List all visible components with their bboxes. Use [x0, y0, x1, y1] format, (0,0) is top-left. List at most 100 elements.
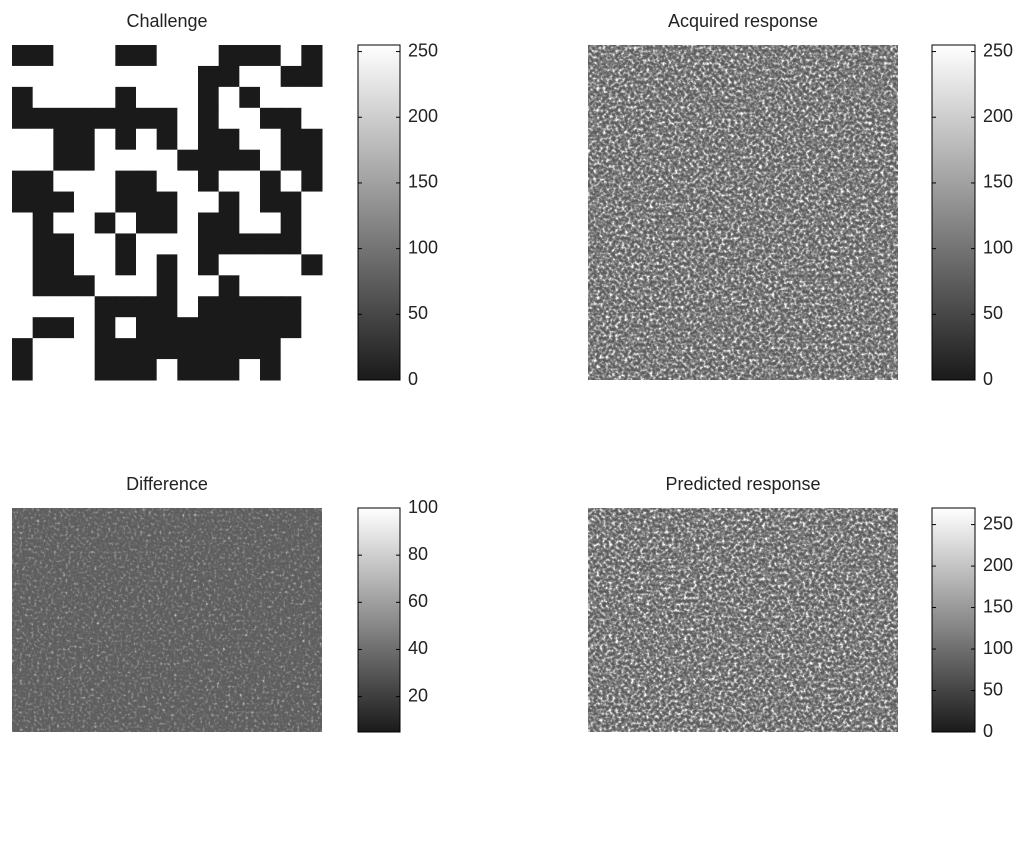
- pixel: [95, 213, 116, 234]
- pixel: [136, 150, 157, 171]
- colorbar-tick-label: 250: [983, 40, 1013, 60]
- pixel: [219, 275, 240, 296]
- pixel: [157, 171, 178, 192]
- pixel: [33, 296, 54, 317]
- pixel: [198, 254, 219, 275]
- pixel: [260, 338, 281, 359]
- pixel: [177, 296, 198, 317]
- pixel: [260, 150, 281, 171]
- colorbar-tick-label: 250: [983, 513, 1013, 533]
- pixel: [33, 192, 54, 213]
- pixel: [74, 338, 95, 359]
- pixel: [157, 254, 178, 275]
- pixel: [136, 338, 157, 359]
- colorbar-tick-label: 50: [983, 303, 1003, 323]
- pixel: [136, 45, 157, 66]
- pixel: [53, 66, 74, 87]
- pixel: [239, 66, 260, 87]
- image: [12, 508, 322, 732]
- pixel: [157, 359, 178, 380]
- pixel: [281, 233, 302, 254]
- pixel: [281, 87, 302, 108]
- pixel: [198, 275, 219, 296]
- pixel: [281, 213, 302, 234]
- pixel: [136, 87, 157, 108]
- pixel: [12, 213, 33, 234]
- pixel: [301, 129, 322, 150]
- pixel: [239, 213, 260, 234]
- pixel: [301, 171, 322, 192]
- pixel: [74, 66, 95, 87]
- pixel: [301, 359, 322, 380]
- pixel: [281, 296, 302, 317]
- pixel: [219, 150, 240, 171]
- pixel: [136, 108, 157, 129]
- pixel: [33, 171, 54, 192]
- pixel: [115, 359, 136, 380]
- image: [588, 45, 898, 380]
- pixel: [12, 171, 33, 192]
- pixel: [74, 359, 95, 380]
- pixel: [198, 45, 219, 66]
- pixel: [53, 108, 74, 129]
- pixel: [95, 233, 116, 254]
- pixel: [219, 129, 240, 150]
- pixel: [281, 66, 302, 87]
- pixel: [136, 192, 157, 213]
- pixel: [301, 296, 322, 317]
- pixel: [136, 296, 157, 317]
- pixel: [33, 129, 54, 150]
- pixel: [95, 87, 116, 108]
- colorbar: [358, 45, 400, 380]
- pixel: [219, 45, 240, 66]
- panel-title: Difference: [126, 474, 208, 494]
- pixel: [12, 45, 33, 66]
- pixel: [239, 317, 260, 338]
- pixel: [157, 338, 178, 359]
- pixel: [177, 192, 198, 213]
- pixel: [239, 275, 260, 296]
- pixel: [260, 171, 281, 192]
- pixel: [157, 45, 178, 66]
- image: [588, 508, 898, 732]
- pixel: [95, 338, 116, 359]
- pixel: [281, 150, 302, 171]
- colorbar-tick-label: 200: [983, 106, 1013, 126]
- pixel: [95, 317, 116, 338]
- pixel: [239, 338, 260, 359]
- pixel: [12, 296, 33, 317]
- pixel: [33, 45, 54, 66]
- pixel: [95, 129, 116, 150]
- pixel: [260, 129, 281, 150]
- colorbar-tick-label: 100: [983, 237, 1013, 257]
- pixel: [53, 275, 74, 296]
- pixel: [301, 66, 322, 87]
- pixel: [33, 317, 54, 338]
- pixel: [157, 317, 178, 338]
- pixel: [177, 45, 198, 66]
- pixel: [301, 150, 322, 171]
- pixel: [198, 192, 219, 213]
- pixel: [95, 150, 116, 171]
- pixel: [53, 150, 74, 171]
- pixel: [12, 359, 33, 380]
- pixel: [260, 233, 281, 254]
- pixel: [198, 317, 219, 338]
- pixel: [177, 87, 198, 108]
- pixel: [95, 192, 116, 213]
- pixel: [95, 171, 116, 192]
- pixel: [260, 213, 281, 234]
- pixel: [115, 317, 136, 338]
- colorbar-tick-label: 60: [408, 591, 428, 611]
- pixel: [239, 87, 260, 108]
- pixel: [260, 108, 281, 129]
- pixel: [157, 213, 178, 234]
- panel-title: Acquired response: [668, 11, 818, 31]
- pixel: [53, 87, 74, 108]
- pixel: [33, 275, 54, 296]
- pixel: [219, 359, 240, 380]
- colorbar-tick-label: 40: [408, 638, 428, 658]
- pixel: [53, 359, 74, 380]
- pixel: [115, 171, 136, 192]
- pixel: [74, 129, 95, 150]
